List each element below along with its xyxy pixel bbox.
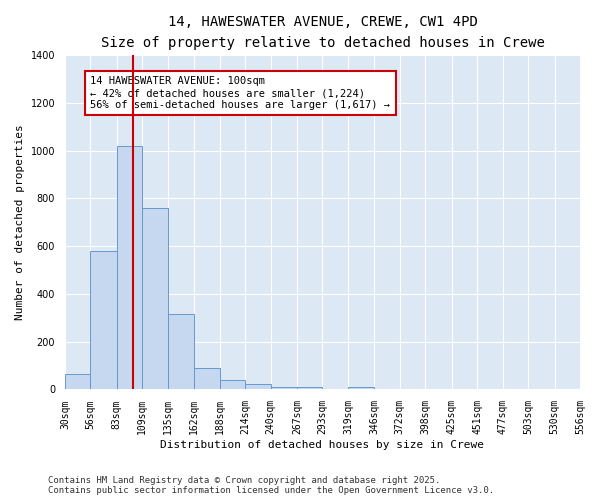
Bar (297, 386, 322, 390)
Bar (65, 374, 91, 390)
Bar (168, 314, 194, 390)
Bar (220, 380, 245, 390)
Text: Contains HM Land Registry data © Crown copyright and database right 2025.
Contai: Contains HM Land Registry data © Crown c… (48, 476, 494, 495)
Title: 14, HAWESWATER AVENUE, CREWE, CW1 4PD
Size of property relative to detached hous: 14, HAWESWATER AVENUE, CREWE, CW1 4PD Si… (101, 15, 544, 50)
Bar (117, 146, 142, 390)
Text: 14 HAWESWATER AVENUE: 100sqm
← 42% of detached houses are smaller (1,224)
56% of: 14 HAWESWATER AVENUE: 100sqm ← 42% of de… (91, 76, 391, 110)
Y-axis label: Number of detached properties: Number of detached properties (15, 124, 25, 320)
Bar (91, 251, 117, 390)
Bar (348, 386, 374, 390)
Bar (245, 384, 271, 390)
Bar (194, 368, 220, 390)
X-axis label: Distribution of detached houses by size in Crewe: Distribution of detached houses by size … (160, 440, 484, 450)
Bar (271, 386, 297, 390)
Bar (142, 208, 168, 390)
